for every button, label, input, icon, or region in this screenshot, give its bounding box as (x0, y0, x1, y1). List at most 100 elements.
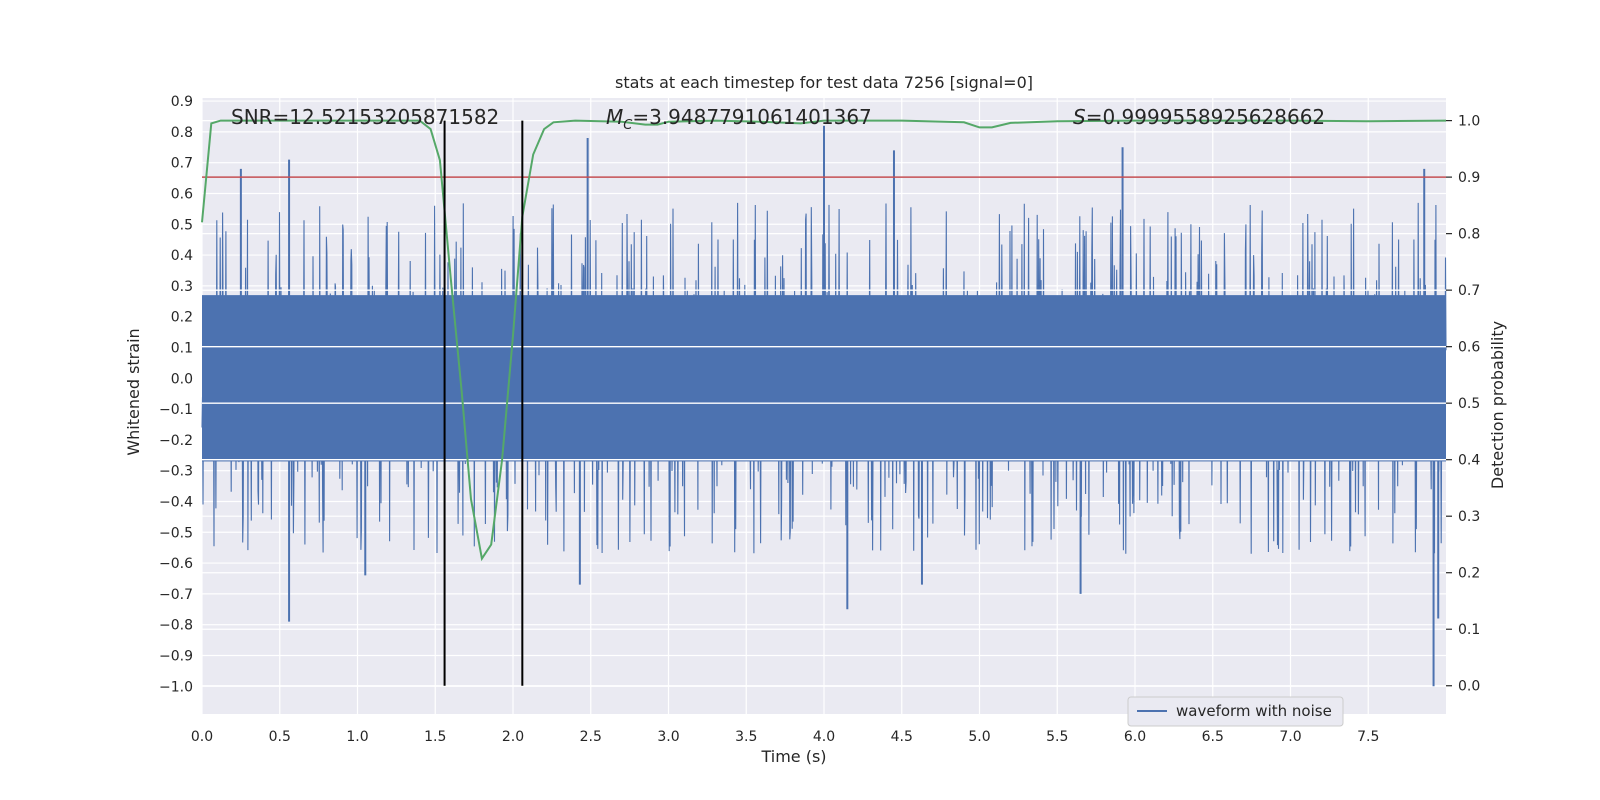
y-tick-label-right: 0.2 (1458, 566, 1480, 582)
x-tick-label: 4.5 (891, 729, 913, 745)
y-tick-label-right: 0.1 (1458, 622, 1480, 638)
y-tick-label-right: 0.6 (1458, 340, 1480, 356)
y-tick-left: −0.5 (159, 525, 193, 541)
y-tick-right: 0.6 (1446, 340, 1480, 356)
y-tick-label-right: 0.3 (1458, 509, 1480, 525)
y-tick-left: −0.7 (159, 587, 193, 603)
x-tick: 3.0 (657, 729, 679, 745)
x-tick: 0.5 (269, 729, 291, 745)
y-tick-left: 0.9 (171, 94, 193, 110)
x-tick: 1.0 (346, 729, 368, 745)
s-value: =0.9999558925628662 (1086, 105, 1325, 129)
y-tick-left: 0.5 (171, 217, 193, 233)
x-tick-label: 5.0 (968, 729, 990, 745)
y-tick-label-left: 0.8 (171, 125, 193, 141)
y-tick-label-right: 1.0 (1458, 114, 1480, 130)
x-tick-label: 6.5 (1202, 729, 1224, 745)
y-tick-label-left: −0.8 (159, 618, 193, 634)
y-tick-label-left: −0.2 (159, 433, 193, 449)
y-tick-label-left: −0.3 (159, 464, 193, 480)
x-tick-label: 0.0 (191, 729, 213, 745)
y-tick-label-left: −0.1 (159, 402, 193, 418)
y-tick-label-right: 0.8 (1458, 227, 1480, 243)
x-tick: 7.0 (1279, 729, 1301, 745)
x-tick-label: 1.5 (424, 729, 446, 745)
y-tick-right: 0.0 (1446, 679, 1480, 695)
mc-subscript: C (623, 118, 633, 133)
mc-value: =3.9487791061401367 (632, 105, 871, 129)
y-tick-right: 0.7 (1446, 283, 1480, 299)
snr-annotation: SNR=12.52153205871582 (231, 105, 499, 129)
y-tick-label-right: 0.9 (1458, 170, 1480, 186)
y-axis-label-right: Detection probability (1488, 321, 1507, 489)
x-tick: 2.5 (580, 729, 602, 745)
y-tick-right: 0.2 (1446, 566, 1480, 582)
x-tick-label: 1.0 (346, 729, 368, 745)
y-tick-label-right: 0.0 (1458, 679, 1480, 695)
y-tick-label-left: 0.2 (171, 310, 193, 326)
x-tick: 7.5 (1357, 729, 1379, 745)
y-tick-label-left: −0.6 (159, 556, 193, 572)
y-tick-label-left: 0.1 (171, 340, 193, 356)
x-tick: 5.0 (968, 729, 990, 745)
y-tick-label-left: 0.5 (171, 217, 193, 233)
x-tick-label: 5.5 (1046, 729, 1068, 745)
x-tick-label: 2.5 (580, 729, 602, 745)
y-tick-label-right: 0.4 (1458, 453, 1480, 469)
x-tick: 5.5 (1046, 729, 1068, 745)
axes-layer: 0.0 0.5 1.0 1.5 2.0 2.5 3.0 3.5 4.0 4.5 5.0 5.5 6.0 6… (159, 94, 1480, 745)
y-tick-left: 0.3 (171, 279, 193, 295)
x-axis-label: Time (s) (760, 747, 826, 766)
y-tick-label-right: 0.5 (1458, 396, 1480, 412)
x-tick: 0.0 (191, 729, 213, 745)
y-tick-right: 0.1 (1446, 622, 1480, 638)
x-tick-label: 3.5 (735, 729, 757, 745)
y-tick-left: 0.4 (171, 248, 193, 264)
y-tick-label-right: 0.7 (1458, 283, 1480, 299)
overlay-layer (201, 119, 1447, 686)
y-tick-label-left: 0.4 (171, 248, 193, 264)
mc-symbol: M (606, 105, 623, 129)
y-tick-label-left: −0.4 (159, 494, 193, 510)
legend-box (1127, 696, 1344, 727)
y-tick-left: 0.6 (171, 186, 193, 202)
x-tick-label: 0.5 (269, 729, 291, 745)
y-axis-label-left: Whitened strain (124, 328, 143, 455)
x-tick: 3.5 (735, 729, 757, 745)
legend-label-waveform: waveform with noise (1176, 702, 1332, 720)
y-tick-right: 0.5 (1446, 396, 1480, 412)
x-tick: 6.0 (1124, 729, 1146, 745)
x-tick-label: 7.5 (1357, 729, 1379, 745)
y-tick-label-left: −1.0 (159, 679, 193, 695)
x-tick: 4.0 (813, 729, 835, 745)
chart-title: stats at each timestep for test data 725… (615, 73, 1033, 92)
detection-probability-line (201, 119, 1447, 562)
y-tick-left: −0.1 (159, 402, 193, 418)
y-tick-label-left: 0.0 (171, 371, 193, 387)
y-tick-right: 0.8 (1446, 227, 1480, 243)
y-tick-left: −0.2 (159, 433, 193, 449)
x-tick-label: 6.0 (1124, 729, 1146, 745)
s-score-annotation: S=0.9999558925628662 (1073, 105, 1325, 129)
y-tick-label-left: −0.5 (159, 525, 193, 541)
y-tick-label-left: −0.7 (159, 587, 193, 603)
y-tick-label-left: −0.9 (159, 648, 193, 664)
x-tick: 1.5 (424, 729, 446, 745)
legend: waveform with noise (1127, 696, 1344, 727)
y-tick-label-left: 0.3 (171, 279, 193, 295)
x-tick: 6.5 (1202, 729, 1224, 745)
y-tick-right: 1.0 (1446, 114, 1480, 130)
x-tick-label: 3.0 (657, 729, 679, 745)
y-tick-left: 0.8 (171, 125, 193, 141)
x-tick: 2.0 (502, 729, 524, 745)
y-tick-left: −1.0 (159, 679, 193, 695)
x-tick-label: 4.0 (813, 729, 835, 745)
y-tick-left: 0.7 (171, 156, 193, 172)
y-tick-left: −0.8 (159, 618, 193, 634)
waveform-layer (201, 125, 1447, 687)
y-tick-left: 0.2 (171, 310, 193, 326)
y-tick-left: −0.6 (159, 556, 193, 572)
y-tick-left: 0.1 (171, 340, 193, 356)
